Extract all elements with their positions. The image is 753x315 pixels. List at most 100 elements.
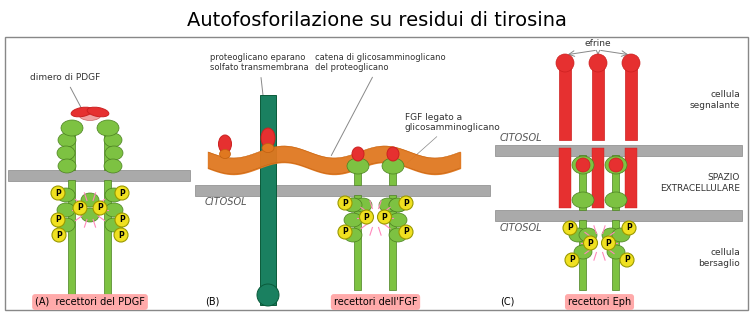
- Circle shape: [556, 54, 574, 72]
- Text: dimero di PDGF: dimero di PDGF: [30, 73, 100, 112]
- Ellipse shape: [574, 245, 592, 259]
- Text: P: P: [587, 238, 593, 248]
- Ellipse shape: [104, 159, 122, 173]
- Ellipse shape: [389, 213, 407, 227]
- Ellipse shape: [569, 228, 587, 242]
- Bar: [625, 65, 637, 140]
- Circle shape: [338, 225, 352, 239]
- Text: P: P: [626, 224, 632, 232]
- Ellipse shape: [81, 208, 99, 222]
- Ellipse shape: [347, 158, 369, 174]
- Ellipse shape: [354, 198, 372, 212]
- Ellipse shape: [379, 198, 397, 212]
- Bar: [495, 209, 742, 220]
- Ellipse shape: [218, 135, 231, 153]
- Circle shape: [602, 236, 615, 250]
- Bar: [355, 195, 361, 290]
- Circle shape: [51, 186, 65, 200]
- Bar: [355, 170, 361, 185]
- Text: (B): (B): [205, 297, 219, 307]
- Bar: [260, 95, 276, 305]
- Text: recettori Eph: recettori Eph: [568, 297, 631, 307]
- Ellipse shape: [105, 188, 123, 202]
- Bar: [612, 220, 620, 290]
- Ellipse shape: [607, 245, 625, 259]
- Bar: [5, 37, 748, 310]
- Text: P: P: [364, 213, 370, 221]
- Circle shape: [620, 253, 634, 267]
- Circle shape: [589, 54, 607, 72]
- Text: efrine: efrine: [584, 39, 611, 54]
- Ellipse shape: [389, 198, 407, 212]
- Circle shape: [115, 186, 129, 200]
- Text: P: P: [624, 255, 630, 265]
- Text: P: P: [55, 188, 61, 198]
- Ellipse shape: [57, 188, 75, 202]
- Circle shape: [359, 210, 373, 224]
- Text: P: P: [56, 231, 62, 239]
- Bar: [612, 155, 620, 210]
- Ellipse shape: [71, 107, 93, 117]
- Bar: [195, 185, 490, 196]
- Text: CITOSOL: CITOSOL: [500, 223, 542, 233]
- Ellipse shape: [344, 228, 362, 242]
- Text: P: P: [342, 198, 348, 208]
- Ellipse shape: [344, 198, 362, 212]
- Bar: [69, 180, 75, 295]
- Bar: [580, 220, 587, 290]
- Text: P: P: [77, 203, 83, 213]
- Ellipse shape: [105, 203, 123, 217]
- Ellipse shape: [576, 158, 590, 172]
- Ellipse shape: [612, 228, 630, 242]
- Ellipse shape: [572, 192, 594, 208]
- Circle shape: [93, 201, 107, 215]
- Ellipse shape: [389, 198, 407, 212]
- Ellipse shape: [61, 120, 83, 136]
- Bar: [625, 148, 637, 208]
- Ellipse shape: [105, 218, 123, 232]
- Bar: [8, 169, 190, 180]
- Text: cellula
segnalante: cellula segnalante: [690, 90, 740, 110]
- Text: P: P: [403, 198, 409, 208]
- Bar: [389, 170, 397, 185]
- Circle shape: [565, 253, 579, 267]
- Text: CITOSOL: CITOSOL: [205, 197, 248, 207]
- Text: cellula
bersaglio: cellula bersaglio: [698, 248, 740, 268]
- Ellipse shape: [579, 228, 597, 242]
- Circle shape: [114, 228, 128, 242]
- Bar: [495, 145, 742, 156]
- Text: P: P: [569, 255, 575, 265]
- Bar: [105, 180, 111, 295]
- Ellipse shape: [389, 228, 407, 242]
- Ellipse shape: [387, 147, 399, 161]
- Text: (C): (C): [500, 297, 514, 307]
- Circle shape: [115, 213, 129, 227]
- Bar: [105, 130, 111, 170]
- Ellipse shape: [105, 146, 123, 160]
- Circle shape: [338, 196, 352, 210]
- Ellipse shape: [605, 192, 627, 208]
- Text: SPAZIO
EXTRACELLULARE: SPAZIO EXTRACELLULARE: [660, 173, 740, 193]
- Bar: [592, 65, 604, 140]
- Ellipse shape: [57, 146, 75, 160]
- Bar: [559, 65, 571, 140]
- Ellipse shape: [344, 198, 362, 212]
- Text: P: P: [605, 238, 611, 248]
- Ellipse shape: [87, 107, 109, 117]
- Ellipse shape: [382, 158, 404, 174]
- Text: FGF legato a
glicosamminoglicano: FGF legato a glicosamminoglicano: [405, 112, 501, 163]
- Ellipse shape: [344, 213, 362, 227]
- Ellipse shape: [57, 203, 75, 217]
- Text: P: P: [382, 213, 387, 221]
- Bar: [580, 155, 587, 210]
- Ellipse shape: [602, 228, 620, 242]
- Ellipse shape: [97, 120, 119, 136]
- Ellipse shape: [58, 133, 76, 147]
- Circle shape: [52, 228, 66, 242]
- Text: recettori dell'FGF: recettori dell'FGF: [334, 297, 417, 307]
- Bar: [559, 148, 571, 208]
- Ellipse shape: [352, 147, 364, 161]
- Circle shape: [584, 236, 597, 250]
- Text: P: P: [118, 231, 124, 239]
- Ellipse shape: [58, 159, 76, 173]
